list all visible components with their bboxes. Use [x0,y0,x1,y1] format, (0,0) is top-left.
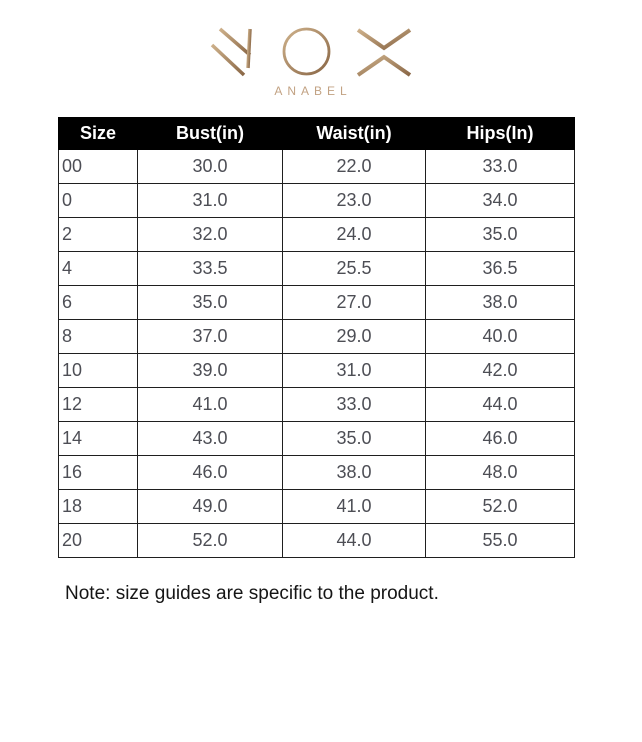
cell-size: 12 [58,387,138,422]
logo-letter-o [282,27,331,76]
nox-logo [210,27,412,77]
cell-size: 18 [58,489,138,524]
cell-hips: 35.0 [425,217,575,252]
table-header-row: Size Bust(in) Waist(in) Hips(In) [58,117,575,150]
cell-size: 2 [58,217,138,252]
cell-waist: 38.0 [282,455,426,490]
brand-subtitle: ANABEL [274,84,352,98]
table-row: 6 35.0 27.0 38.0 [58,285,575,320]
table-row: 8 37.0 29.0 40.0 [58,319,575,354]
cell-size: 4 [58,251,138,286]
cell-hips: 40.0 [425,319,575,354]
cell-bust: 31.0 [137,183,283,218]
cell-waist: 31.0 [282,353,426,388]
logo-letter-x [356,28,412,77]
cell-waist: 33.0 [282,387,426,422]
cell-waist: 25.5 [282,251,426,286]
cell-bust: 35.0 [137,285,283,320]
cell-waist: 41.0 [282,489,426,524]
table-row: 14 43.0 35.0 46.0 [58,421,575,456]
cell-waist: 29.0 [282,319,426,354]
header-size: Size [58,117,138,150]
cell-waist: 27.0 [282,285,426,320]
cell-waist: 22.0 [282,149,426,184]
table-row: 12 41.0 33.0 44.0 [58,387,575,422]
cell-hips: 33.0 [425,149,575,184]
cell-size: 00 [58,149,138,184]
header-bust: Bust(in) [137,117,283,150]
table-row: 4 33.5 25.5 36.5 [58,251,575,286]
table-row: 16 46.0 38.0 48.0 [58,455,575,490]
cell-bust: 46.0 [137,455,283,490]
size-guide-note: Note: size guides are specific to the pr… [65,583,439,604]
cell-hips: 52.0 [425,489,575,524]
table-row: 20 52.0 44.0 55.0 [58,523,575,558]
size-table-body: 00 30.0 22.0 33.0 0 31.0 23.0 34.0 2 32.… [58,149,575,558]
cell-waist: 24.0 [282,217,426,252]
table-row: 0 31.0 23.0 34.0 [58,183,575,218]
cell-size: 20 [58,523,138,558]
cell-bust: 43.0 [137,421,283,456]
cell-hips: 44.0 [425,387,575,422]
table-row: 18 49.0 41.0 52.0 [58,489,575,524]
cell-hips: 48.0 [425,455,575,490]
cell-bust: 30.0 [137,149,283,184]
cell-waist: 44.0 [282,523,426,558]
cell-waist: 23.0 [282,183,426,218]
cell-bust: 37.0 [137,319,283,354]
cell-bust: 49.0 [137,489,283,524]
cell-size: 6 [58,285,138,320]
cell-bust: 39.0 [137,353,283,388]
cell-bust: 32.0 [137,217,283,252]
cell-bust: 41.0 [137,387,283,422]
cell-size: 10 [58,353,138,388]
cell-hips: 42.0 [425,353,575,388]
cell-hips: 55.0 [425,523,575,558]
table-row: 00 30.0 22.0 33.0 [58,149,575,184]
cell-bust: 33.5 [137,251,283,286]
cell-size: 8 [58,319,138,354]
size-guide-table: Size Bust(in) Waist(in) Hips(In) 00 30.0… [58,117,575,558]
cell-hips: 38.0 [425,285,575,320]
cell-hips: 34.0 [425,183,575,218]
cell-size: 16 [58,455,138,490]
header-hips: Hips(In) [425,117,575,150]
logo-letter-n [210,27,252,77]
cell-hips: 46.0 [425,421,575,456]
header-waist: Waist(in) [282,117,426,150]
table-row: 2 32.0 24.0 35.0 [58,217,575,252]
table-row: 10 39.0 31.0 42.0 [58,353,575,388]
cell-size: 0 [58,183,138,218]
cell-waist: 35.0 [282,421,426,456]
cell-bust: 52.0 [137,523,283,558]
cell-hips: 36.5 [425,251,575,286]
cell-size: 14 [58,421,138,456]
